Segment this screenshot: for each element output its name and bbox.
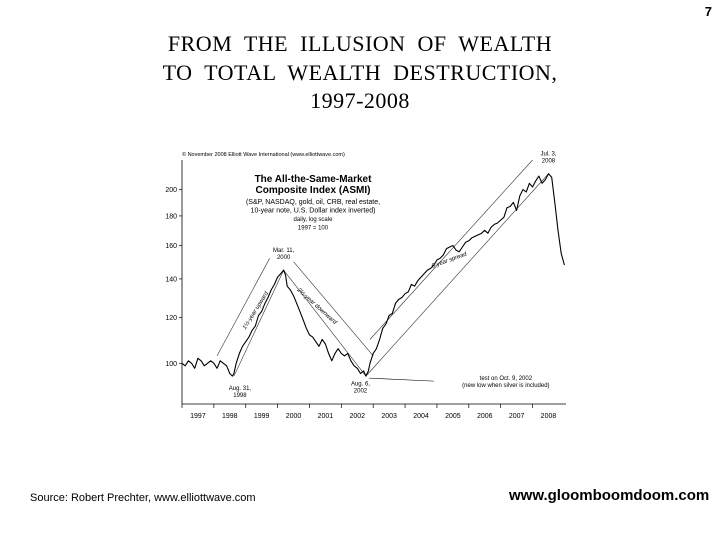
annotation-4-line-2: 2008 [542,159,556,165]
chart-subtitle-line-1: (S&P, NASDAQ, gold, oil, CRB, real estat… [246,199,380,206]
annotation-2-line-1: Aug. 31, [229,386,252,392]
annotation-5-line-2: (new low when silver is included) [462,383,549,389]
annotation-1-line-2: 2000 [277,255,291,261]
annotation-5-pointer [368,377,434,382]
x-tick-label-1997: 1997 [190,413,206,420]
y-tick-label-180: 180 [165,213,177,220]
channel-2-lower [283,269,367,377]
x-tick-label-2008: 2008 [541,413,557,420]
x-tick-label-2005: 2005 [445,413,461,420]
channel-1-upper [216,258,270,356]
source-note: Source: Robert Prechter, www.elliottwave… [30,492,256,504]
x-tick-label-2001: 2001 [318,413,334,420]
x-tick-label-2006: 2006 [477,413,493,420]
slide-title: FROM THE ILLUSION OF WEALTH TO TOTAL WEA… [110,30,610,116]
y-tick-label-160: 160 [165,243,177,250]
chart-title-line-2: Composite Index (ASMI) [255,185,370,196]
annotation-3-line-2: 2002 [354,388,368,394]
y-tick-label-100: 100 [165,361,177,368]
annotation-4-line-1: Jul. 3, [540,152,556,158]
asmi-chart: © November 2008 Elliott Wave Internation… [165,151,566,420]
x-tick-label-1999: 1999 [254,413,270,420]
asmi-series [181,173,565,377]
page-number: 7 [704,4,712,19]
annotation-1-line-1: Mar. 11, [273,248,295,254]
x-tick-label-2003: 2003 [381,413,397,420]
website-url: www.gloomboomdoom.com [509,487,710,504]
annotation-2-line-2: 1998 [233,393,247,399]
channel-3-upper [369,159,533,340]
annotation-5-line-1: test on Oct. 9, 2002 [480,376,533,382]
chart-copyright: © November 2008 Elliott Wave Internation… [182,151,345,158]
x-tick-label-2000: 2000 [286,413,302,420]
chart-subtitle-line-3: daily, log scale [294,217,334,223]
y-tick-label-120: 120 [165,315,177,322]
channel-label-2: 2½-year downward [295,286,339,326]
y-axis: 100 120 140 160 180 200 [165,160,183,404]
x-tick-label-2002: 2002 [349,413,365,420]
y-tick-label-140: 140 [165,276,177,283]
x-tick-label-1998: 1998 [222,413,238,420]
x-axis: 1997 1998 1999 2000 2001 2002 2003 2004 2005 2006… [181,403,566,420]
x-tick-label-2007: 2007 [509,413,525,420]
channel-3-lower [365,173,549,377]
annotation-3-line-1: Aug. 6, [351,381,370,387]
channel-2-upper [293,261,374,357]
x-tick-label-2004: 2004 [413,413,429,420]
chart-title-line-1: The All-the-Same-Market [255,174,373,185]
asmi-chart-figure: © November 2008 Elliott Wave Internation… [148,146,578,432]
title-line-2: TO TOTAL WEALTH DESTRUCTION, [162,59,558,85]
chart-subtitle-line-2: 10-year note, U.S. Dollar index inverted… [251,208,376,215]
channel-1-lower [233,270,284,377]
y-tick-label-200: 200 [165,187,177,194]
title-line-1: FROM THE ILLUSION OF WEALTH [167,31,553,56]
title-line-3: 1997-2008 [310,88,410,114]
trend-channels [216,159,549,377]
chart-subtitle-line-4: 1997 = 100 [298,226,329,232]
asmi-line [181,173,565,377]
